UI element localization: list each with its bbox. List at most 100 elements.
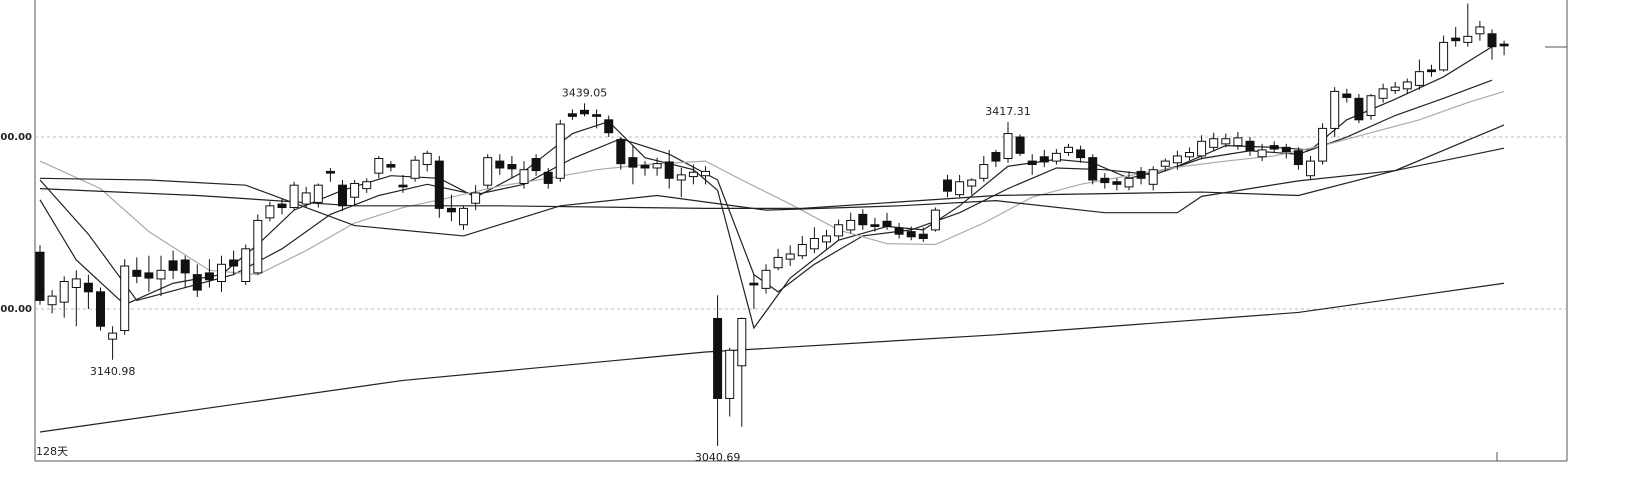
candle-body: [1269, 145, 1279, 150]
candle-body: [1148, 169, 1158, 185]
candle-body: [398, 184, 408, 188]
candle-body: [616, 139, 626, 165]
candle-body: [1027, 160, 1037, 166]
candle-body: [1088, 157, 1098, 181]
price-annotation: 3439.05: [562, 86, 608, 99]
candle-body: [1487, 33, 1497, 48]
candle-body: [1475, 26, 1485, 35]
candle-body: [725, 349, 735, 399]
candle-body: [543, 171, 553, 184]
candle-body: [822, 235, 831, 243]
candle-body: [1463, 35, 1473, 43]
candle-body: [580, 109, 589, 115]
candle-body: [967, 179, 977, 187]
candle-body: [701, 170, 710, 177]
candle-body: [410, 159, 420, 179]
candle-body: [1100, 177, 1110, 184]
candle-body: [882, 220, 892, 227]
candle-body: [483, 157, 493, 186]
candle-body: [313, 184, 323, 203]
candle-body: [192, 274, 202, 291]
candle-body: [1451, 37, 1461, 42]
candle-body: [1499, 43, 1509, 47]
candle-body: [1124, 177, 1134, 188]
candle-body: [1076, 149, 1086, 159]
candle-body: [773, 256, 783, 269]
candle-body: [809, 237, 819, 250]
candle-body: [507, 164, 517, 170]
candle-body: [519, 169, 529, 184]
candle-body: [894, 227, 904, 235]
candle-body: [144, 272, 154, 279]
candle-body: [325, 170, 335, 174]
candle-body: [1318, 127, 1328, 162]
candle-body: [301, 192, 311, 205]
candle-body: [350, 182, 360, 198]
y-tick-label: 3400.00: [0, 132, 32, 143]
candle-body: [1003, 133, 1013, 160]
moving-average-line: [39, 147, 1505, 237]
candle-body: [1160, 160, 1170, 167]
candle-body: [592, 114, 602, 117]
candle-body: [59, 281, 69, 303]
candle-body: [652, 163, 662, 169]
candle-body: [1136, 170, 1146, 179]
candle-body: [761, 269, 771, 289]
candle-body: [713, 317, 723, 399]
candle-body: [229, 259, 239, 267]
candle-body: [737, 317, 747, 367]
y-tick-label: 3200.00: [0, 304, 32, 315]
candle-body: [1257, 149, 1267, 158]
candle-body: [955, 181, 965, 196]
candle-body: [1197, 140, 1207, 157]
candle-body: [422, 152, 432, 166]
moving-average-line: [39, 90, 1505, 276]
candle-body: [180, 259, 190, 274]
candle-body: [797, 244, 807, 257]
candle-body: [495, 160, 505, 169]
candle-body: [204, 272, 214, 281]
candle-body: [1015, 136, 1025, 154]
candle-body: [1064, 146, 1073, 153]
candle-body: [108, 332, 118, 340]
candle-body: [96, 291, 105, 327]
moving-average-line: [39, 282, 1505, 433]
candle-body: [1306, 160, 1315, 177]
candle-body: [1390, 86, 1400, 92]
candle-body: [362, 181, 372, 190]
candle-body: [858, 213, 868, 226]
candle-body: [943, 179, 952, 192]
candle-body: [640, 164, 650, 169]
candle-body: [156, 269, 166, 280]
candle-body: [446, 207, 456, 213]
period-label: 128天: [36, 445, 68, 458]
candle-body: [567, 113, 577, 117]
candle-body: [289, 184, 299, 209]
candle-body: [277, 203, 287, 209]
candle-body: [241, 248, 251, 283]
candle-body: [1112, 181, 1122, 185]
candle-body: [1402, 81, 1412, 90]
candle-body: [434, 160, 444, 209]
candle-body: [132, 269, 142, 277]
candle-body: [846, 219, 856, 231]
candle-body: [604, 119, 614, 134]
price-annotation: 3417.31: [985, 105, 1031, 118]
candle-body: [1378, 88, 1388, 99]
candle-body: [1439, 41, 1449, 71]
candle-body: [628, 157, 638, 168]
candle-body: [83, 282, 93, 293]
candle-body: [168, 260, 178, 271]
candle-body: [991, 151, 1001, 162]
price-annotation: 3140.98: [90, 365, 136, 378]
candle-body: [217, 263, 226, 283]
candle-body: [688, 171, 698, 178]
candle-body: [120, 265, 130, 332]
candle-body: [1039, 156, 1049, 163]
candle-body: [1245, 140, 1255, 152]
candle-body: [918, 233, 928, 239]
candle-body: [749, 282, 759, 286]
candle-body: [531, 158, 541, 172]
candle-body: [1414, 71, 1424, 86]
